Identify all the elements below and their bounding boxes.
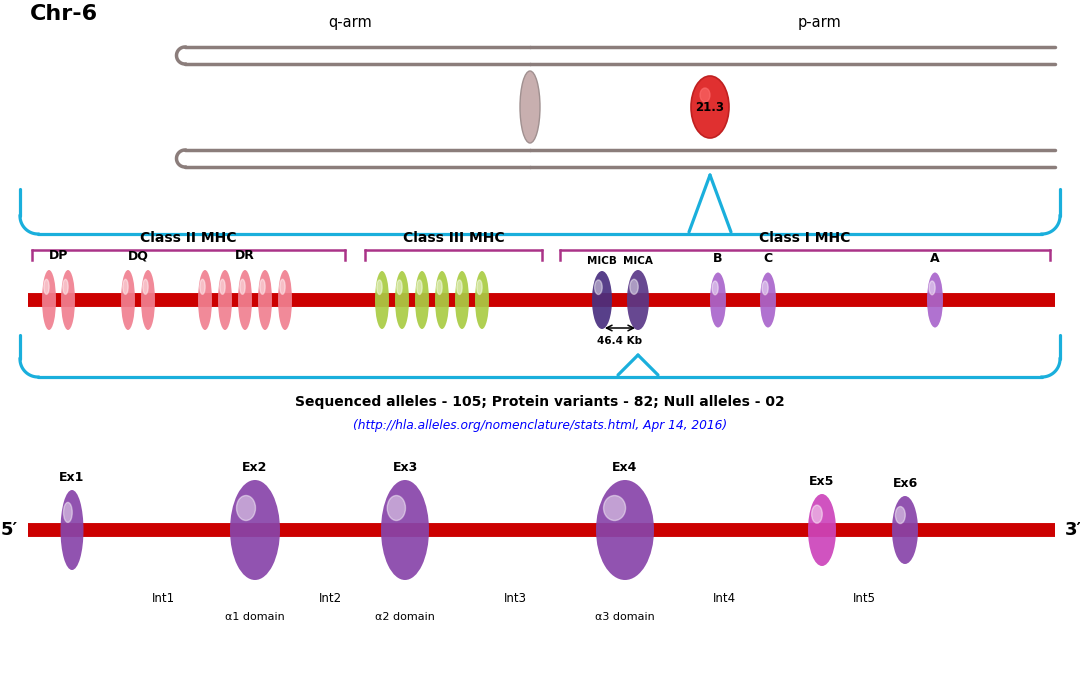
Ellipse shape (592, 271, 612, 329)
Ellipse shape (812, 505, 822, 523)
Ellipse shape (927, 273, 943, 327)
Ellipse shape (198, 270, 212, 330)
Ellipse shape (121, 270, 135, 330)
Ellipse shape (929, 281, 935, 295)
Ellipse shape (381, 480, 429, 580)
Ellipse shape (395, 271, 409, 329)
Ellipse shape (375, 271, 389, 329)
Text: Class II MHC: Class II MHC (140, 231, 237, 245)
Ellipse shape (596, 480, 654, 580)
Ellipse shape (436, 280, 442, 295)
Ellipse shape (595, 280, 603, 295)
Ellipse shape (141, 270, 156, 330)
Ellipse shape (218, 270, 232, 330)
Ellipse shape (200, 280, 205, 295)
Text: Sequenced alleles - 105; Protein variants - 82; Null alleles - 02: Sequenced alleles - 105; Protein variant… (295, 395, 785, 409)
Ellipse shape (63, 280, 68, 295)
Text: (http://hla.alleles.org/nomenclature/stats.html, Apr 14, 2016): (http://hla.alleles.org/nomenclature/sta… (353, 419, 727, 432)
Ellipse shape (627, 270, 649, 330)
Text: Ex6: Ex6 (892, 477, 918, 490)
Ellipse shape (237, 496, 256, 520)
Ellipse shape (455, 271, 469, 329)
Text: DP: DP (49, 249, 68, 262)
Ellipse shape (258, 270, 272, 330)
Ellipse shape (604, 496, 625, 520)
Text: MICB: MICB (588, 256, 617, 266)
Ellipse shape (691, 76, 729, 138)
Ellipse shape (415, 271, 429, 329)
Ellipse shape (388, 496, 405, 520)
Ellipse shape (143, 280, 148, 295)
Text: Class I MHC: Class I MHC (759, 231, 851, 245)
Ellipse shape (630, 280, 638, 295)
Text: Int4: Int4 (713, 592, 735, 605)
Ellipse shape (64, 503, 72, 522)
Ellipse shape (238, 270, 252, 330)
Text: C: C (764, 252, 772, 265)
Ellipse shape (710, 273, 726, 327)
Ellipse shape (808, 494, 836, 566)
Ellipse shape (760, 273, 777, 327)
Text: 3′: 3′ (1065, 521, 1080, 539)
Text: 5′: 5′ (1, 521, 18, 539)
Ellipse shape (700, 88, 710, 102)
Ellipse shape (895, 507, 905, 524)
Ellipse shape (377, 280, 382, 295)
Ellipse shape (477, 280, 482, 295)
Ellipse shape (457, 280, 462, 295)
Text: Ex2: Ex2 (242, 461, 268, 474)
Text: 21.3: 21.3 (696, 100, 725, 113)
Text: Ex3: Ex3 (392, 461, 418, 474)
Text: q-arm: q-arm (328, 14, 372, 29)
Ellipse shape (230, 480, 280, 580)
Ellipse shape (396, 280, 402, 295)
Ellipse shape (475, 271, 489, 329)
Text: Chr-6: Chr-6 (30, 4, 98, 24)
Text: DQ: DQ (127, 249, 148, 262)
Text: Int1: Int1 (152, 592, 175, 605)
Ellipse shape (44, 280, 50, 295)
Ellipse shape (712, 281, 718, 295)
Text: Ex5: Ex5 (809, 475, 835, 488)
Text: Int2: Int2 (319, 592, 341, 605)
Ellipse shape (278, 270, 292, 330)
Ellipse shape (60, 490, 83, 570)
Ellipse shape (762, 281, 768, 295)
Ellipse shape (892, 496, 918, 564)
Ellipse shape (260, 280, 266, 295)
Ellipse shape (42, 270, 56, 330)
Ellipse shape (519, 71, 540, 143)
Ellipse shape (417, 280, 422, 295)
Ellipse shape (240, 280, 245, 295)
Text: Ex1: Ex1 (59, 471, 84, 484)
Text: B: B (713, 252, 723, 265)
Text: Int5: Int5 (852, 592, 876, 605)
Text: Int3: Int3 (503, 592, 527, 605)
Ellipse shape (435, 271, 449, 329)
Text: A: A (930, 252, 940, 265)
Text: Class III MHC: Class III MHC (403, 231, 504, 245)
Text: Ex4: Ex4 (612, 461, 637, 474)
Ellipse shape (60, 270, 75, 330)
Text: α3 domain: α3 domain (595, 612, 654, 622)
Text: p-arm: p-arm (798, 14, 842, 29)
Text: MICA: MICA (623, 256, 653, 266)
Ellipse shape (123, 280, 129, 295)
Ellipse shape (280, 280, 285, 295)
Text: α1 domain: α1 domain (225, 612, 285, 622)
Text: α2 domain: α2 domain (375, 612, 435, 622)
Text: 46.4 Kb: 46.4 Kb (597, 336, 643, 346)
Ellipse shape (220, 280, 225, 295)
Text: DR: DR (235, 249, 255, 262)
